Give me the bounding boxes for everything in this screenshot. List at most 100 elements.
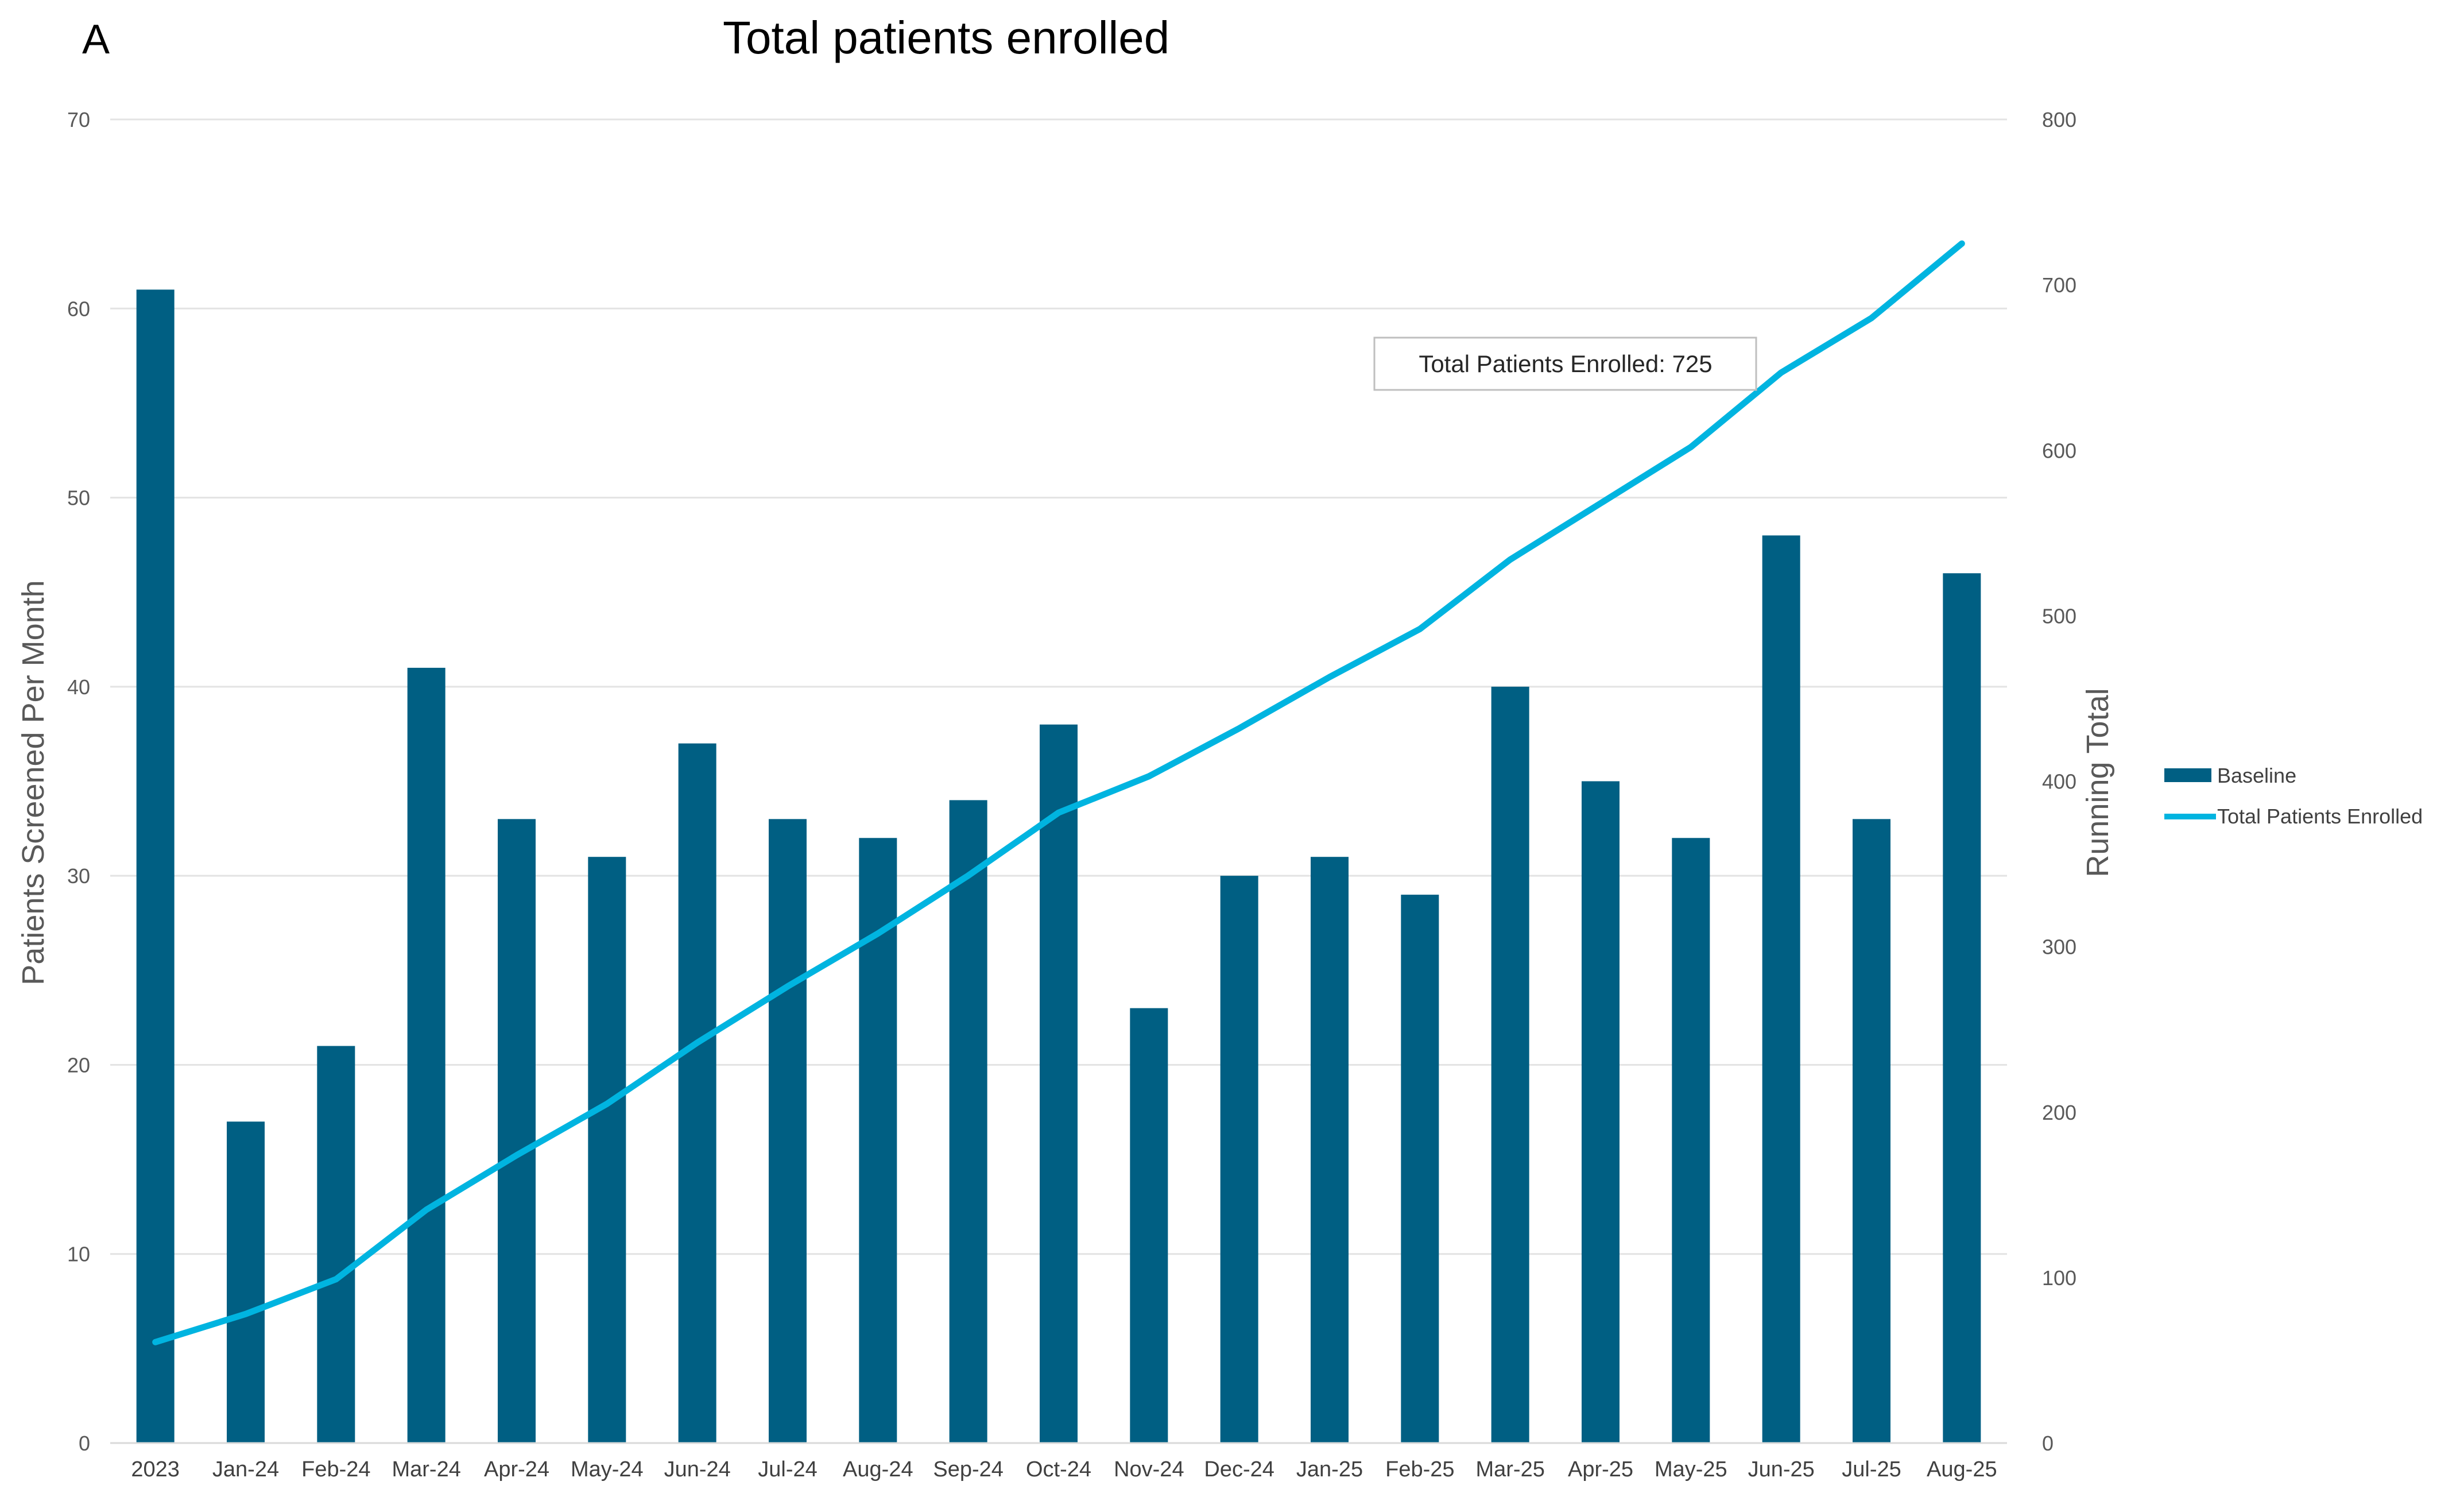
legend-label-baseline: Baseline (2217, 764, 2296, 787)
annotation-box: Total Patients Enrolled: 725 (1373, 336, 1757, 391)
annotation-frame (1373, 336, 1757, 391)
bar-jul-24 (769, 819, 807, 1443)
bar-apr-25 (1582, 781, 1620, 1443)
line-point-feb-25 (1419, 628, 1420, 629)
x-tick-label: Aug-24 (843, 1457, 913, 1482)
y2-tick-label: 100 (2042, 1266, 2076, 1290)
line-point-jan-24 (245, 1313, 246, 1314)
line-point-apr-24 (516, 1155, 517, 1156)
line-point-may-24 (606, 1103, 607, 1104)
line-series (152, 240, 1965, 1345)
line-point-nov-24 (1148, 776, 1149, 777)
bar-sep-24 (949, 800, 987, 1443)
line-point-2023 (155, 1341, 156, 1343)
y-tick-label: 60 (67, 297, 90, 320)
y2-tick-label: 400 (2042, 770, 2076, 794)
bar-aug-25 (1943, 573, 1981, 1444)
x-tick-label: Dec-24 (1204, 1457, 1274, 1482)
line-point-oct-24 (1058, 812, 1059, 813)
y2-tick-label: 500 (2042, 604, 2076, 628)
x-tick-label: Jun-24 (664, 1457, 731, 1482)
line-point-sep-24 (968, 875, 969, 876)
x-axis-ticks: 2023 Jan-24 Feb-24 Mar-24 Apr-24 May-24 Jun-24… (131, 1457, 1997, 1482)
line-point-aug-24 (877, 933, 878, 934)
bar-feb-24 (317, 1046, 355, 1443)
bar-jan-25 (1311, 857, 1349, 1443)
y2-tick-label: 0 (2042, 1432, 2054, 1455)
bar-series (136, 289, 1981, 1444)
bar-apr-24 (498, 819, 536, 1443)
x-tick-label: Aug-25 (1927, 1457, 1997, 1482)
legend: Baseline Total Patients Enrolled (2164, 764, 2423, 828)
y2-tick-label: 200 (2042, 1101, 2076, 1124)
legend-label-total-enrolled: Total Patients Enrolled (2217, 804, 2423, 828)
x-tick-label: Oct-24 (1026, 1457, 1091, 1482)
x-tick-label: Mar-25 (1475, 1457, 1544, 1482)
y2-tick-label: 800 (2042, 108, 2076, 131)
bar-oct-24 (1040, 724, 1078, 1443)
x-tick-label: Jun-25 (1748, 1457, 1815, 1482)
line-point-may-25 (1690, 446, 1691, 447)
x-tick-label: Apr-24 (484, 1457, 549, 1482)
bar-jun-25 (1762, 535, 1800, 1443)
line-point-dec-24 (1239, 728, 1240, 729)
line-point-jul-25 (1871, 318, 1872, 319)
bar-mar-25 (1491, 686, 1529, 1443)
line-point-mar-24 (426, 1209, 427, 1210)
bar-nov-24 (1130, 1008, 1168, 1443)
line-point-jun-24 (697, 1042, 698, 1043)
line-point-jan-25 (1329, 676, 1330, 678)
bar-2023 (136, 289, 175, 1443)
x-tick-label: May-25 (1655, 1457, 1727, 1482)
line-point-aug-25 (1961, 243, 1962, 244)
bar-aug-24 (859, 838, 897, 1443)
bar-jul-25 (1853, 819, 1890, 1443)
bar-jan-24 (227, 1121, 265, 1443)
x-tick-label: Sep-24 (933, 1457, 1004, 1482)
x-tick-label: Jan-25 (1296, 1457, 1363, 1482)
line-total-patients-enrolled (152, 240, 1965, 1345)
y-axis-title: Patients Screened Per Month (16, 580, 51, 985)
x-tick-label: Apr-25 (1568, 1457, 1633, 1482)
bar-may-24 (588, 857, 626, 1443)
x-tick-label: Feb-25 (1385, 1457, 1454, 1482)
y2-axis-ticks: 0 100 200 300 400 500 600 700 800 (2042, 108, 2076, 1455)
line-point-feb-24 (335, 1279, 336, 1280)
y2-tick-label: 600 (2042, 439, 2076, 462)
x-tick-label: Jan-24 (212, 1457, 279, 1482)
x-tick-label: Feb-24 (301, 1457, 370, 1482)
legend-swatch-baseline (2164, 768, 2211, 782)
y-tick-label: 0 (79, 1432, 90, 1455)
line-point-apr-25 (1600, 502, 1601, 504)
legend-item-baseline: Baseline (2164, 764, 2296, 787)
line-point-mar-25 (1510, 559, 1511, 560)
bar-jun-24 (678, 743, 716, 1443)
y2-axis-title: Running Total (2081, 688, 2115, 877)
y-tick-label: 10 (67, 1243, 90, 1266)
y-tick-label: 70 (67, 108, 90, 131)
x-tick-label: May-24 (571, 1457, 644, 1482)
panel-label: A (82, 17, 110, 63)
y-tick-label: 50 (67, 486, 90, 510)
y-tick-label: 40 (67, 675, 90, 699)
bar-mar-24 (407, 667, 445, 1443)
y-tick-label: 30 (67, 864, 90, 888)
bar-dec-24 (1220, 876, 1258, 1443)
y2-tick-label: 700 (2042, 273, 2076, 297)
bar-may-25 (1672, 838, 1710, 1443)
y-tick-label: 20 (67, 1053, 90, 1077)
annotation-label: Total Patients Enrolled: 725 (1419, 350, 1712, 377)
line-point-jul-24 (787, 986, 788, 987)
x-tick-label: Jul-24 (758, 1457, 818, 1482)
y-axis-ticks: 0 10 20 30 40 50 60 70 (67, 108, 90, 1455)
y2-tick-label: 300 (2042, 935, 2076, 959)
legend-item-total-enrolled: Total Patients Enrolled (2164, 804, 2423, 828)
line-point-jun-25 (1781, 372, 1782, 373)
x-tick-label: Jul-25 (1842, 1457, 1901, 1482)
bar-feb-25 (1401, 895, 1439, 1443)
x-tick-label: Nov-24 (1114, 1457, 1184, 1482)
chart-title: Total patients enrolled (723, 12, 1169, 63)
x-tick-label: 2023 (131, 1457, 180, 1482)
x-tick-label: Mar-24 (392, 1457, 460, 1482)
